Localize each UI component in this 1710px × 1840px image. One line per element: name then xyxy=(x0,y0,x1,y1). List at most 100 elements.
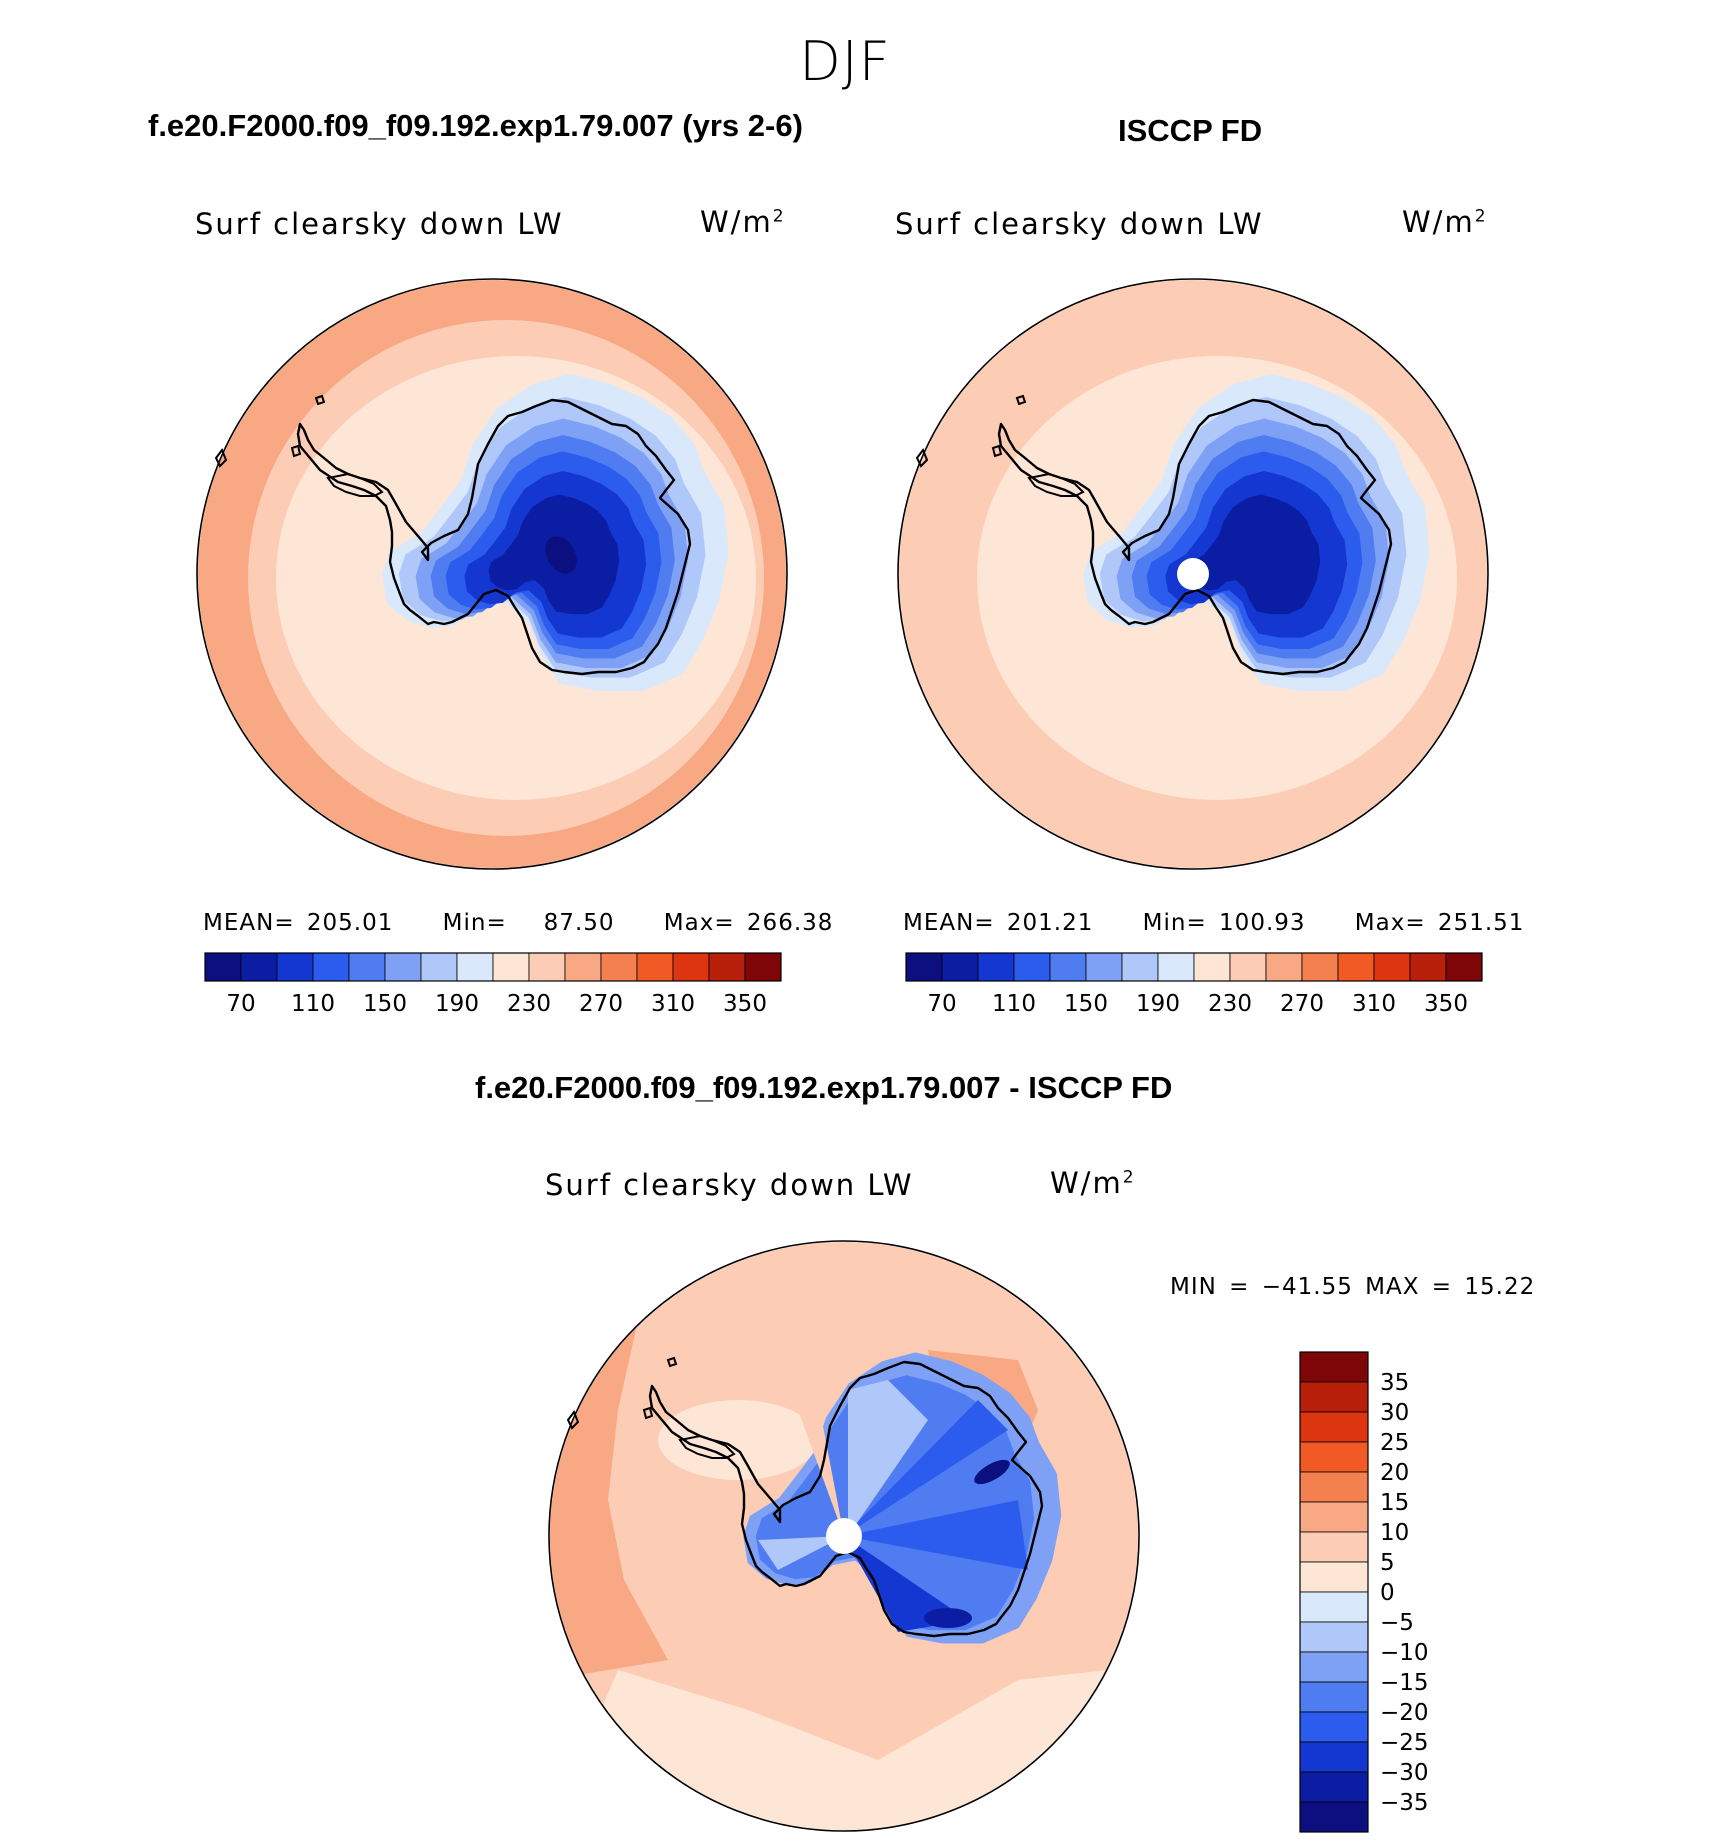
colorbar-tick-label: 150 xyxy=(363,991,407,1017)
colorbar-box xyxy=(1013,952,1051,982)
colorbar-tick-label: 190 xyxy=(435,991,479,1017)
colorbar-tick-label: −20 xyxy=(1380,1700,1429,1726)
model-max-label: Max= xyxy=(663,910,735,936)
island-outline xyxy=(991,444,1003,458)
antarctica-coastline xyxy=(997,398,1393,676)
colorbar-box xyxy=(1299,1531,1369,1563)
island-outline xyxy=(666,1356,678,1368)
colorbar-box xyxy=(1085,952,1123,982)
colorbar-box xyxy=(492,952,530,982)
diff-units: W/m2 xyxy=(1050,1166,1136,1200)
colorbar-tick-label: 20 xyxy=(1380,1460,1409,1486)
model-units: W/m2 xyxy=(700,205,786,239)
colorbar-box xyxy=(1299,1801,1369,1833)
colorbar-box xyxy=(420,952,458,982)
island-outline xyxy=(290,444,302,458)
colorbar-box xyxy=(204,952,242,982)
colorbar-box xyxy=(1299,1591,1369,1623)
map-border xyxy=(548,1240,1140,1832)
colorbar-box xyxy=(1049,952,1087,982)
colorbar-box xyxy=(240,952,278,982)
colorbar-box xyxy=(312,952,350,982)
colorbar-tick-label: 25 xyxy=(1380,1430,1409,1456)
colorbar-box xyxy=(1299,1561,1369,1593)
model-field-label: Surf clearsky down LW xyxy=(195,207,564,241)
colorbar-frame xyxy=(905,952,1483,982)
colorbar-box xyxy=(600,952,638,982)
diff-colorbar: 35 30 25 20 15 10 5 0 −5 −10 −15 −20 −25 −30 −35 xyxy=(1299,1351,1429,1833)
model-mean: 205.01 xyxy=(306,910,394,936)
diff-panel-title: f.e20.F2000.f09_f09.192.exp1.79.007 - IS… xyxy=(475,1070,1173,1105)
colorbar-tick-label: 110 xyxy=(992,991,1036,1017)
colorbar-box xyxy=(1337,952,1375,982)
pole-mask xyxy=(1177,558,1209,590)
antarctica-coastline xyxy=(648,1360,1044,1638)
colorbar-box xyxy=(1193,952,1231,982)
pole-mask xyxy=(826,1518,862,1554)
colorbar-box xyxy=(1299,1441,1369,1473)
obs-map xyxy=(897,278,1489,870)
colorbar-tick-label: 350 xyxy=(723,991,767,1017)
colorbar-box xyxy=(1299,1741,1369,1773)
map-border xyxy=(897,278,1489,870)
model-colorbar: 70 110 150 190 230 270 310 350 xyxy=(204,952,782,1017)
diff-min-region xyxy=(974,1459,1010,1485)
colorbar-frame xyxy=(204,952,782,982)
diff-land-band xyxy=(844,1500,1028,1570)
ice-shelf-outline xyxy=(678,1434,736,1459)
obs-field-label: Surf clearsky down LW xyxy=(895,207,1264,241)
diff-map xyxy=(548,1240,1140,1832)
colorbar-box xyxy=(744,952,782,982)
colorbar-box xyxy=(636,952,674,982)
obs-max-label: Max= xyxy=(1354,910,1426,936)
colorbar-tick-label: 15 xyxy=(1380,1490,1409,1516)
colorbar-tick-label: 350 xyxy=(1424,991,1468,1017)
colorbar-box xyxy=(1299,1651,1369,1683)
colorbar-tick-label: 10 xyxy=(1380,1520,1409,1546)
colorbar-box xyxy=(1299,1381,1369,1413)
colorbar-box xyxy=(1121,952,1159,982)
colorbar-box xyxy=(1299,1771,1369,1803)
colorbar-box xyxy=(708,952,746,982)
obs-max: 251.51 xyxy=(1437,910,1525,936)
colorbar-tick-label: −5 xyxy=(1380,1610,1414,1636)
ice-shelf-outline xyxy=(326,472,384,497)
island-outline xyxy=(314,394,326,406)
colorbar-tick-label: 270 xyxy=(1280,991,1324,1017)
model-min: 87.50 xyxy=(543,910,615,936)
colorbar-tick-label: −35 xyxy=(1380,1790,1429,1816)
colorbar-tick-label: −30 xyxy=(1380,1760,1429,1786)
diff-min-region xyxy=(924,1608,972,1628)
colorbar-box xyxy=(1299,1351,1369,1383)
obs-mean-label: MEAN= xyxy=(903,910,995,936)
colorbar-box xyxy=(276,952,314,982)
diff-land-band xyxy=(844,1536,968,1632)
island-outline xyxy=(1015,394,1027,406)
colorbar-frame xyxy=(1299,1351,1369,1833)
colorbar-box xyxy=(672,952,710,982)
diff-neutral-sector xyxy=(658,1400,818,1480)
colorbar-box xyxy=(1229,952,1267,982)
colorbar-tick-label: 230 xyxy=(1208,991,1252,1017)
colorbar-tick-label: 270 xyxy=(579,991,623,1017)
island-outline xyxy=(642,1406,654,1420)
min-region xyxy=(545,536,577,574)
colorbar-box xyxy=(977,952,1015,982)
obs-mean: 201.21 xyxy=(1006,910,1094,936)
colorbar-tick-label: 0 xyxy=(1380,1580,1395,1606)
colorbar-box xyxy=(1265,952,1303,982)
colorbar-box xyxy=(1409,952,1447,982)
obs-units: W/m2 xyxy=(1402,205,1488,239)
antarctica-coastline xyxy=(296,398,692,676)
colorbar-tick-label: 70 xyxy=(226,991,255,1017)
colorbar-tick-label: 30 xyxy=(1380,1400,1409,1426)
colorbar-box xyxy=(1373,952,1411,982)
colorbar-tick-label: 230 xyxy=(507,991,551,1017)
colorbar-tick-label: 70 xyxy=(927,991,956,1017)
obs-min-label: Min= xyxy=(1142,910,1207,936)
colorbar-box xyxy=(1301,952,1339,982)
colorbar-box xyxy=(1299,1621,1369,1653)
colorbar-box xyxy=(1157,952,1195,982)
model-map xyxy=(196,278,788,870)
colorbar-tick-label: −10 xyxy=(1380,1640,1429,1666)
